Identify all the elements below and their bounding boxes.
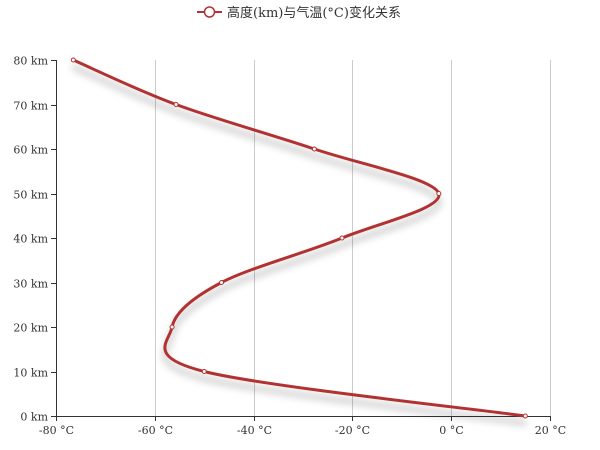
data-point[interactable] [436, 191, 442, 196]
y-axis-ticks: 0 km 10 km 20 km 30 km 40 km 50 km 60 km 70 km 8… [13, 55, 56, 424]
x-tick-label: -40 °C [237, 424, 272, 437]
y-tick-label: 60 km [13, 144, 48, 157]
y-tick-label: 50 km [13, 189, 48, 202]
grid [155, 60, 551, 416]
axes [56, 60, 550, 417]
y-tick-label: 0 km [20, 411, 48, 424]
x-tick-label: 20 °C [535, 424, 566, 437]
data-point[interactable] [169, 324, 175, 330]
series-layer [70, 57, 528, 419]
y-tick-label: 40 km [13, 233, 48, 246]
x-axis-ticks: -80 °C -60 °C -40 °C -20 °C 0 °C 20 °C [39, 416, 566, 437]
data-point[interactable] [311, 146, 317, 152]
data-point[interactable] [339, 235, 345, 241]
data-point[interactable] [201, 369, 207, 374]
data-point[interactable] [218, 280, 224, 285]
data-point[interactable] [173, 102, 179, 107]
legend-swatch-dot [203, 6, 216, 18]
y-tick-label: 20 km [13, 322, 48, 335]
x-tick-label: -20 °C [335, 424, 370, 437]
y-tick-label: 80 km [13, 55, 48, 68]
x-tick-label: -60 °C [138, 424, 173, 437]
x-tick-label: 0 °C [439, 424, 463, 437]
data-point[interactable] [70, 57, 76, 63]
legend-label: 高度(km)与气温(°C)变化关系 [227, 5, 401, 21]
y-tick-label: 10 km [13, 367, 48, 380]
y-tick-label: 70 km [13, 100, 48, 113]
series-line [71, 58, 527, 418]
data-point[interactable] [522, 413, 528, 419]
legend[interactable]: 高度(km)与气温(°C)变化关系 [197, 5, 401, 21]
x-tick-label: -80 °C [39, 424, 74, 437]
y-tick-label: 30 km [13, 278, 48, 291]
